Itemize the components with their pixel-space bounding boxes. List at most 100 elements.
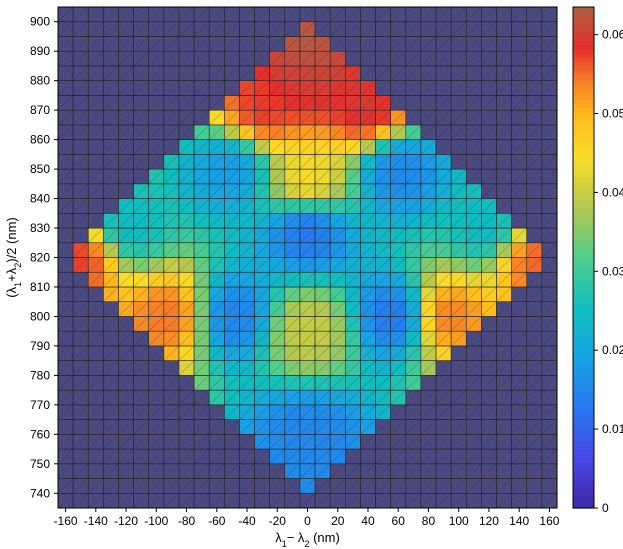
cell-diagonal	[118, 227, 134, 243]
cell-diagonal	[193, 6, 210, 22]
cell-diagonal	[103, 183, 119, 199]
cell-diagonal	[330, 95, 346, 111]
cell-diagonal	[420, 286, 437, 302]
cell-diagonal	[481, 286, 497, 302]
cell-diagonal	[541, 286, 558, 302]
cell-diagonal	[88, 65, 104, 81]
cell-diagonal	[390, 404, 406, 420]
cell-diagonal	[466, 213, 482, 229]
cell-diagonal	[269, 65, 285, 81]
cell-diagonal	[88, 375, 104, 391]
y-axis-label: (λ1+λ2)/2 (nm)	[4, 217, 23, 297]
cell-diagonal	[254, 257, 270, 273]
cell-diagonal	[420, 404, 437, 420]
cell-diagonal	[209, 463, 225, 479]
cell-diagonal	[118, 272, 134, 288]
cell-diagonal	[118, 286, 134, 302]
colorbar-segment	[573, 27, 594, 33]
cell-diagonal	[163, 463, 180, 479]
cell-diagonal	[72, 316, 89, 332]
cell-diagonal	[224, 345, 240, 361]
cell-diagonal	[224, 478, 240, 494]
cell-diagonal	[148, 448, 165, 464]
cell-diagonal	[330, 448, 346, 464]
cell-diagonal	[57, 448, 74, 464]
cell-diagonal	[390, 51, 406, 67]
cell-diagonal	[541, 65, 558, 81]
colorbar-segment	[573, 441, 594, 446]
cell-diagonal	[72, 95, 89, 111]
cell-diagonal	[314, 154, 331, 170]
cell-diagonal	[435, 21, 452, 37]
cell-diagonal	[360, 448, 376, 464]
cell-diagonal	[496, 65, 512, 81]
cell-diagonal	[299, 478, 316, 494]
y-tick-label: 830	[30, 221, 50, 235]
cell-diagonal	[178, 242, 195, 258]
cell-diagonal	[526, 21, 543, 37]
plot-area	[57, 6, 558, 509]
cell-diagonal	[435, 434, 452, 450]
cell-diagonal	[118, 419, 134, 435]
cell-diagonal	[405, 183, 422, 199]
cell-diagonal	[88, 257, 104, 273]
cell-diagonal	[481, 51, 497, 67]
cell-diagonal	[390, 198, 406, 214]
cell-diagonal	[88, 493, 104, 509]
cell-diagonal	[133, 316, 149, 332]
cell-diagonal	[390, 478, 406, 494]
cell-diagonal	[209, 316, 225, 332]
colorbar-segment	[573, 307, 594, 313]
cell-diagonal	[163, 227, 180, 243]
cell-diagonal	[254, 95, 270, 111]
cell-diagonal	[450, 478, 467, 494]
colorbar-segment	[573, 416, 594, 421]
cell-diagonal	[269, 213, 285, 229]
cell-diagonal	[435, 419, 452, 435]
cell-diagonal	[330, 301, 346, 317]
cell-diagonal	[178, 213, 195, 229]
cell-diagonal	[466, 109, 482, 126]
cell-diagonal	[72, 478, 89, 494]
cell-diagonal	[118, 463, 134, 479]
cell-diagonal	[420, 493, 437, 509]
cell-diagonal	[314, 404, 331, 420]
cell-diagonal	[178, 419, 195, 435]
cell-diagonal	[466, 36, 482, 52]
cell-diagonal	[269, 434, 285, 450]
cell-diagonal	[511, 36, 527, 52]
cell-diagonal	[72, 227, 89, 243]
cell-diagonal	[435, 95, 452, 111]
cell-diagonal	[224, 51, 240, 67]
cell-diagonal	[405, 242, 422, 258]
cell-diagonal	[481, 360, 497, 376]
cell-diagonal	[224, 227, 240, 243]
cell-diagonal	[360, 65, 376, 81]
cell-diagonal	[284, 345, 301, 361]
cell-diagonal	[178, 109, 195, 126]
cell-diagonal	[284, 360, 301, 376]
cell-diagonal	[541, 419, 558, 435]
cell-diagonal	[435, 389, 452, 406]
cell-diagonal	[193, 36, 210, 52]
cell-diagonal	[466, 154, 482, 170]
colorbar-segment	[573, 90, 594, 96]
cell-diagonal	[239, 6, 255, 22]
cell-diagonal	[103, 272, 119, 288]
cell-diagonal	[163, 109, 180, 126]
x-tick-label: -40	[238, 514, 256, 528]
cell-diagonal	[193, 286, 210, 302]
cell-diagonal	[118, 360, 134, 376]
cell-diagonal	[254, 6, 270, 22]
cell-diagonal	[526, 168, 543, 185]
x-tick-label: 20	[331, 514, 345, 528]
cell-diagonal	[466, 434, 482, 450]
cell-diagonal	[148, 36, 165, 52]
cell-diagonal	[435, 168, 452, 185]
x-tick-label: 100	[449, 514, 469, 528]
cell-diagonal	[526, 198, 543, 214]
cell-diagonal	[118, 330, 134, 347]
cell-diagonal	[178, 360, 195, 376]
cell-diagonal	[72, 51, 89, 67]
colorbar-segment	[573, 453, 594, 459]
